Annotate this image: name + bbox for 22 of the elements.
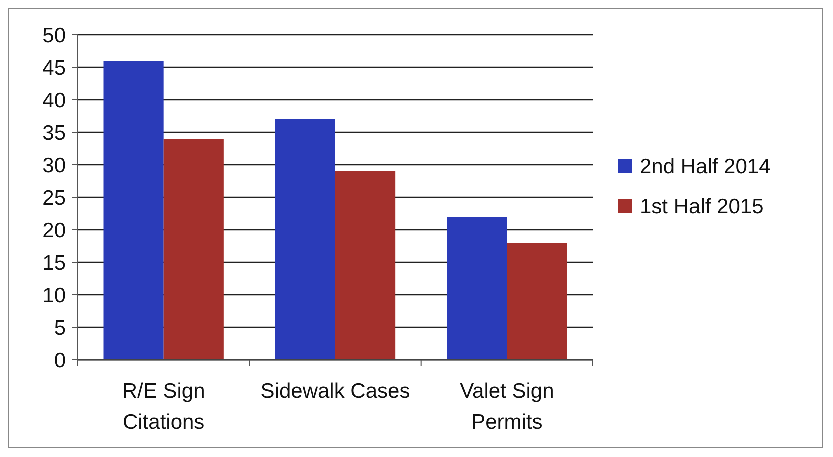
y-tick-label: 15 — [42, 252, 66, 275]
y-tick-label: 0 — [54, 349, 66, 372]
bar — [507, 243, 568, 360]
x-tick-label: R/E Sign Citations — [122, 380, 206, 434]
y-tick-label: 25 — [42, 186, 66, 210]
y-tick-label: 10 — [42, 284, 66, 308]
bar — [164, 139, 224, 360]
y-tick-label: 30 — [42, 154, 66, 178]
y-tick-label: 40 — [42, 89, 66, 112]
bar — [447, 217, 508, 360]
y-tick-label: 50 — [42, 24, 66, 48]
y-tick-label: 20 — [42, 219, 66, 242]
bar — [104, 61, 164, 360]
y-tick-label: 35 — [42, 122, 66, 145]
legend-label: 1st Half 2015 — [640, 196, 764, 218]
x-tick-label: Sidewalk Cases — [260, 380, 410, 403]
x-tick-label: Valet Sign Permits — [460, 380, 554, 434]
bar — [336, 172, 396, 360]
y-tick-label: 45 — [42, 56, 66, 80]
legend-label: 2nd Half 2014 — [640, 156, 772, 178]
y-tick-label: 5 — [54, 316, 66, 340]
bar — [275, 120, 336, 360]
